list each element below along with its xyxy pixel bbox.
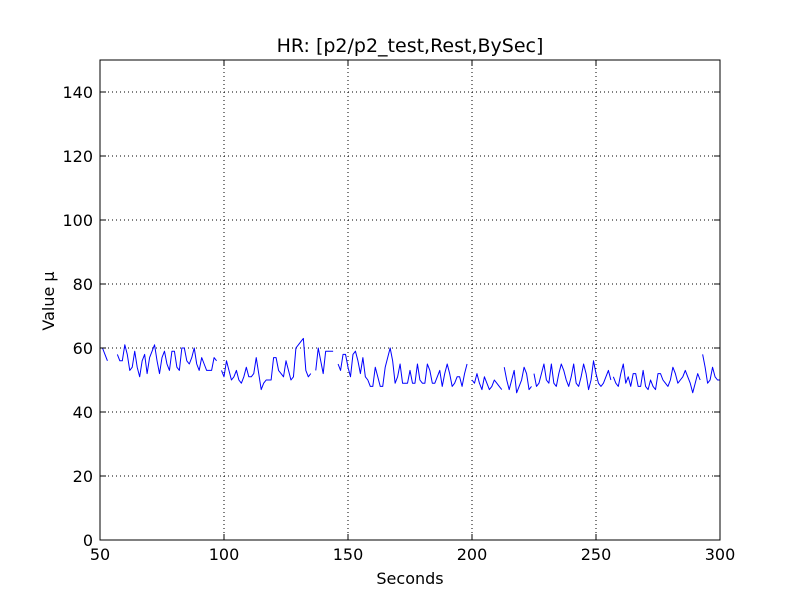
x-tick-label: 50 (90, 545, 110, 564)
y-tick-label: 140 (62, 83, 93, 102)
y-axis-label: Value μ (39, 271, 58, 330)
grid-lines (100, 60, 720, 540)
x-tick-label: 150 (333, 545, 364, 564)
hr-series-line (116, 344, 217, 378)
x-tick-label: 300 (705, 545, 736, 564)
hr-series-line (533, 360, 612, 391)
hr-series-line (503, 366, 532, 394)
y-tick-label: 40 (73, 403, 93, 422)
x-axis-label: Seconds (376, 569, 443, 588)
plot-frame (99, 59, 721, 541)
chart-title: HR: [p2/p2_test,Rest,BySec] (277, 35, 544, 57)
hr-series-line (612, 363, 701, 394)
x-tick-label: 100 (209, 545, 240, 564)
y-tick-label: 100 (62, 211, 93, 230)
hr-series-line (315, 347, 334, 375)
hr-series-line (702, 354, 720, 384)
y-tick-label: 0 (83, 531, 93, 550)
y-tick-label: 80 (73, 275, 93, 294)
y-tick-label: 60 (73, 339, 93, 358)
x-tick-label: 200 (457, 545, 488, 564)
y-tick-label: 120 (62, 147, 93, 166)
axis-ticks: 50 100 150 200 250 300 0 20 40 60 80 100 120 140 (62, 60, 735, 564)
data-series (100, 337, 720, 394)
hr-series-line (221, 337, 312, 391)
x-tick-label: 250 (581, 545, 612, 564)
hr-series-line (337, 347, 468, 387)
y-tick-label: 20 (73, 467, 93, 486)
hr-series-line (471, 373, 503, 391)
